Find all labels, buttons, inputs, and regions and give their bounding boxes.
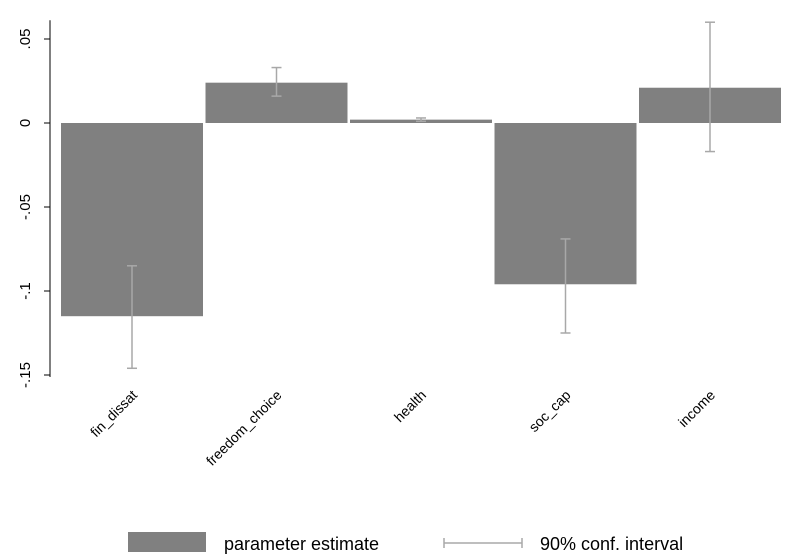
x-category-labels: fin_dissat freedom_choice health soc_cap inc… <box>87 387 718 469</box>
legend-swatch-estimate <box>128 532 206 552</box>
x-label-freedom_choice: freedom_choice <box>203 387 285 469</box>
x-label-income: income <box>675 387 718 430</box>
ci-income <box>705 21 715 153</box>
legend-label-ci: 90% conf. interval <box>540 534 683 554</box>
y-tick-label: -.15 <box>17 362 34 388</box>
ci-health <box>416 117 426 123</box>
legend: parameter estimate 90% conf. interval <box>128 532 683 554</box>
y-tick-label: -.05 <box>17 194 34 220</box>
y-tick-label: -.1 <box>17 282 34 300</box>
x-label-fin_dissat: fin_dissat <box>87 387 140 440</box>
legend-label-estimate: parameter estimate <box>224 534 379 554</box>
y-ticks: -.15 -.1 -.05 0 .05 <box>17 29 50 388</box>
y-tick-label: .05 <box>17 29 34 50</box>
legend-swatch-ci <box>443 538 523 548</box>
ci-soc_cap <box>560 238 571 334</box>
ci-fin_dissat <box>127 265 137 370</box>
x-label-soc_cap: soc_cap <box>525 387 573 435</box>
ci-freedom_choice <box>271 66 282 97</box>
ci-layer <box>127 21 715 370</box>
y-tick-label: 0 <box>17 119 34 127</box>
x-label-health: health <box>391 387 429 425</box>
